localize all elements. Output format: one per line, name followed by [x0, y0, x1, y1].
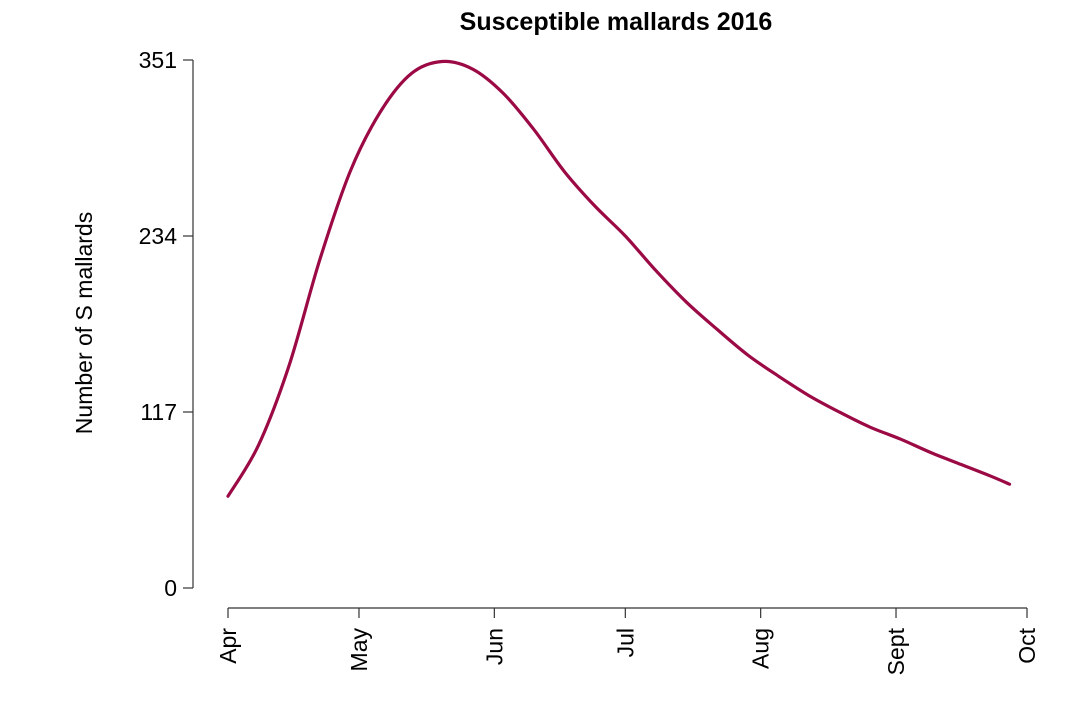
y-axis-ticks: 0 117 234 351	[139, 47, 193, 601]
series-layer	[226, 59, 1012, 498]
x-tick-label: Jul	[612, 628, 638, 657]
y-axis-label: Number of S mallards	[71, 212, 97, 434]
x-tick-label: Oct	[1014, 627, 1040, 663]
y-tick-label: 117	[140, 399, 177, 425]
x-tick-label: Sept	[883, 627, 909, 675]
x-tick-label: Aug	[748, 628, 774, 669]
y-tick-label: 234	[139, 223, 178, 249]
x-axis-ticks: Apr May Jun Jul Aug Sept Oct	[215, 608, 1040, 675]
x-tick-label: May	[346, 628, 372, 672]
chart-title: Susceptible mallards 2016	[460, 8, 773, 36]
y-tick-label: 351	[139, 47, 177, 73]
series-line	[226, 59, 1012, 498]
y-tick-label: 0	[164, 575, 177, 601]
x-tick-label: Jun	[481, 628, 507, 665]
x-tick-label: Apr	[215, 628, 241, 664]
